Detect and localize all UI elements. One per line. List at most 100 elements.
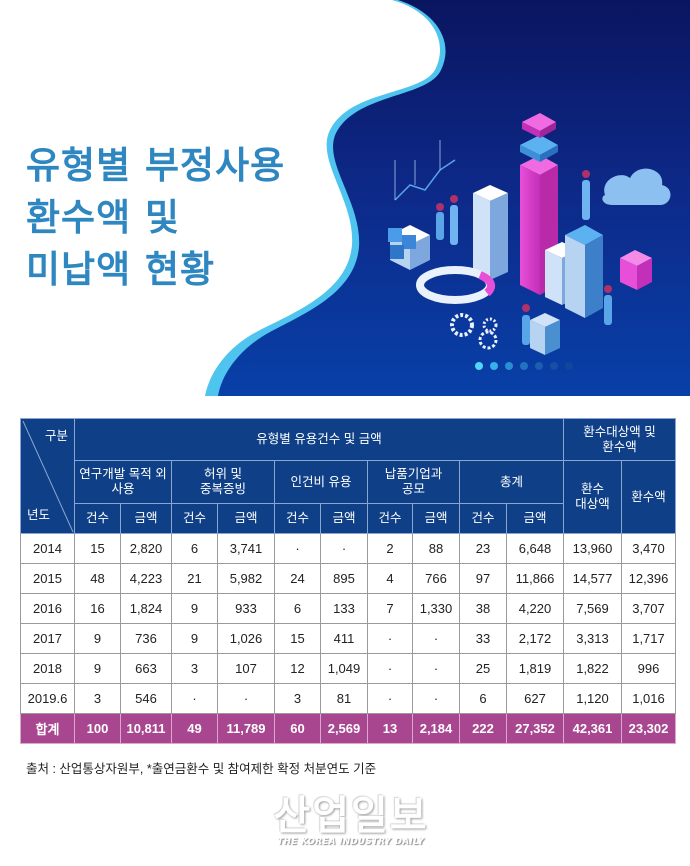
year-cell: 합계 bbox=[20, 713, 75, 744]
data-cell: 38 bbox=[459, 593, 507, 624]
corner-header: 구분 년도 bbox=[20, 418, 75, 534]
data-cell: 107 bbox=[217, 653, 275, 684]
data-cell: 13 bbox=[367, 713, 413, 744]
data-cell: 9 bbox=[74, 623, 121, 654]
sub-amount: 금액 bbox=[217, 503, 275, 534]
data-cell: 627 bbox=[506, 683, 564, 714]
data-cell: · bbox=[367, 653, 413, 684]
data-cell: 1,016 bbox=[621, 683, 676, 714]
data-cell: 13,960 bbox=[563, 533, 622, 564]
data-cell: 14,577 bbox=[563, 563, 622, 594]
category-supplier-collusion: 납품기업과 공모 bbox=[367, 460, 460, 504]
data-cell: · bbox=[412, 623, 460, 654]
sub-amount: 금액 bbox=[120, 503, 172, 534]
category-rnd-misuse: 연구개발 목적 외 사용 bbox=[74, 460, 172, 504]
data-cell: 1,026 bbox=[217, 623, 275, 654]
data-cell: 12 bbox=[274, 653, 321, 684]
year-cell: 2017 bbox=[20, 623, 75, 654]
data-cell: 81 bbox=[320, 683, 368, 714]
col-recovery-target: 환수 대상액 bbox=[563, 460, 622, 534]
data-cell: 9 bbox=[74, 653, 121, 684]
bar-chart-illustration bbox=[388, 113, 671, 355]
data-cell: 6,648 bbox=[506, 533, 564, 564]
data-cell: 7,569 bbox=[563, 593, 622, 624]
table-row: 2014 15 2,820 6 3,741 · · 2 88 23 6,648 13,960 3,470 bbox=[20, 533, 676, 564]
data-cell: 3,741 bbox=[217, 533, 275, 564]
publisher-watermark: 산업일보 THE KOREA INDUSTRY DAILY bbox=[266, 795, 436, 847]
title-line-2: 환수액 및 bbox=[26, 196, 181, 239]
data-cell: 21 bbox=[171, 563, 218, 594]
corner-label-year: 년도 bbox=[27, 508, 51, 522]
banner-background bbox=[205, 0, 690, 396]
group-header-misuse: 유형별 유용건수 및 금액 bbox=[74, 418, 564, 461]
data-cell: 4,220 bbox=[506, 593, 564, 624]
data-cell: 1,819 bbox=[506, 653, 564, 684]
title-line-1: 유형별 부정사용 bbox=[26, 144, 286, 187]
data-cell: 2 bbox=[367, 533, 413, 564]
carousel-dot-7[interactable] bbox=[565, 362, 573, 370]
data-cell: · bbox=[367, 623, 413, 654]
data-cell: · bbox=[412, 653, 460, 684]
table-row: 2019.6 3 546 · · 3 81 · · 6 627 1,120 1,016 bbox=[20, 683, 676, 714]
data-cell: 9 bbox=[171, 593, 218, 624]
table-row: 2016 16 1,824 9 933 6 133 7 1,330 38 4,220 7,569 3,7… bbox=[20, 593, 676, 624]
carousel-dots bbox=[475, 362, 573, 370]
data-cell: 3,707 bbox=[621, 593, 676, 624]
group-header-recovery: 환수대상액 및 환수액 bbox=[563, 418, 676, 461]
carousel-dot-6[interactable] bbox=[550, 362, 558, 370]
carousel-dot-5[interactable] bbox=[535, 362, 543, 370]
data-cell: 2,184 bbox=[412, 713, 460, 744]
data-cell: 42,361 bbox=[563, 713, 622, 744]
data-cell: 4 bbox=[367, 563, 413, 594]
data-cell: 2,172 bbox=[506, 623, 564, 654]
data-cell: 663 bbox=[120, 653, 172, 684]
data-cell: 100 bbox=[74, 713, 121, 744]
data-cell: 5,982 bbox=[217, 563, 275, 594]
year-cell: 2018 bbox=[20, 653, 75, 684]
data-cell: 2,569 bbox=[320, 713, 368, 744]
carousel-dot-3[interactable] bbox=[505, 362, 513, 370]
data-cell: 2,820 bbox=[120, 533, 172, 564]
data-cell: 996 bbox=[621, 653, 676, 684]
data-cell: · bbox=[274, 533, 321, 564]
sub-amount: 금액 bbox=[320, 503, 368, 534]
data-cell: 1,717 bbox=[621, 623, 676, 654]
diagonal-divider bbox=[22, 420, 74, 533]
data-cell: 97 bbox=[459, 563, 507, 594]
data-cell: 133 bbox=[320, 593, 368, 624]
title-line-3: 미납액 현황 bbox=[26, 248, 216, 291]
carousel-dot-4[interactable] bbox=[520, 362, 528, 370]
misuse-recovery-table: 구분 년도 유형별 유용건수 및 금액 환수대상액 및 환수액 연구개발 목적 … bbox=[20, 418, 676, 744]
carousel-dot-2[interactable] bbox=[490, 362, 498, 370]
data-cell: 11,866 bbox=[506, 563, 564, 594]
data-cell: 1,822 bbox=[563, 653, 622, 684]
data-cell: · bbox=[217, 683, 275, 714]
year-cell: 2015 bbox=[20, 563, 75, 594]
data-cell: 12,396 bbox=[621, 563, 676, 594]
category-labor-cost: 인건비 유용 bbox=[274, 460, 368, 504]
data-cell: 736 bbox=[120, 623, 172, 654]
data-cell: · bbox=[171, 683, 218, 714]
data-cell: 10,811 bbox=[120, 713, 172, 744]
sub-amount: 금액 bbox=[506, 503, 564, 534]
data-cell: 6 bbox=[274, 593, 321, 624]
data-cell: 23 bbox=[459, 533, 507, 564]
data-cell: 933 bbox=[217, 593, 275, 624]
source-note: 출처 : 산업통상자원부, *출연금환수 및 참여제한 확정 처분연도 기준 bbox=[26, 762, 377, 776]
data-cell: 1,049 bbox=[320, 653, 368, 684]
data-cell: 1,120 bbox=[563, 683, 622, 714]
data-cell: 4,223 bbox=[120, 563, 172, 594]
carousel-dot-1[interactable] bbox=[475, 362, 483, 370]
data-cell: 24 bbox=[274, 563, 321, 594]
data-cell: 23,302 bbox=[621, 713, 676, 744]
data-cell: 222 bbox=[459, 713, 507, 744]
category-total: 총계 bbox=[459, 460, 564, 504]
sub-count: 건수 bbox=[459, 503, 507, 534]
data-cell: 1,824 bbox=[120, 593, 172, 624]
year-cell: 2014 bbox=[20, 533, 75, 564]
data-cell: · bbox=[367, 683, 413, 714]
data-cell: 3 bbox=[74, 683, 121, 714]
hero-banner: 유형별 부정사용 환수액 및 미납액 현황 bbox=[0, 0, 690, 396]
sub-count: 건수 bbox=[274, 503, 321, 534]
data-cell: 27,352 bbox=[506, 713, 564, 744]
